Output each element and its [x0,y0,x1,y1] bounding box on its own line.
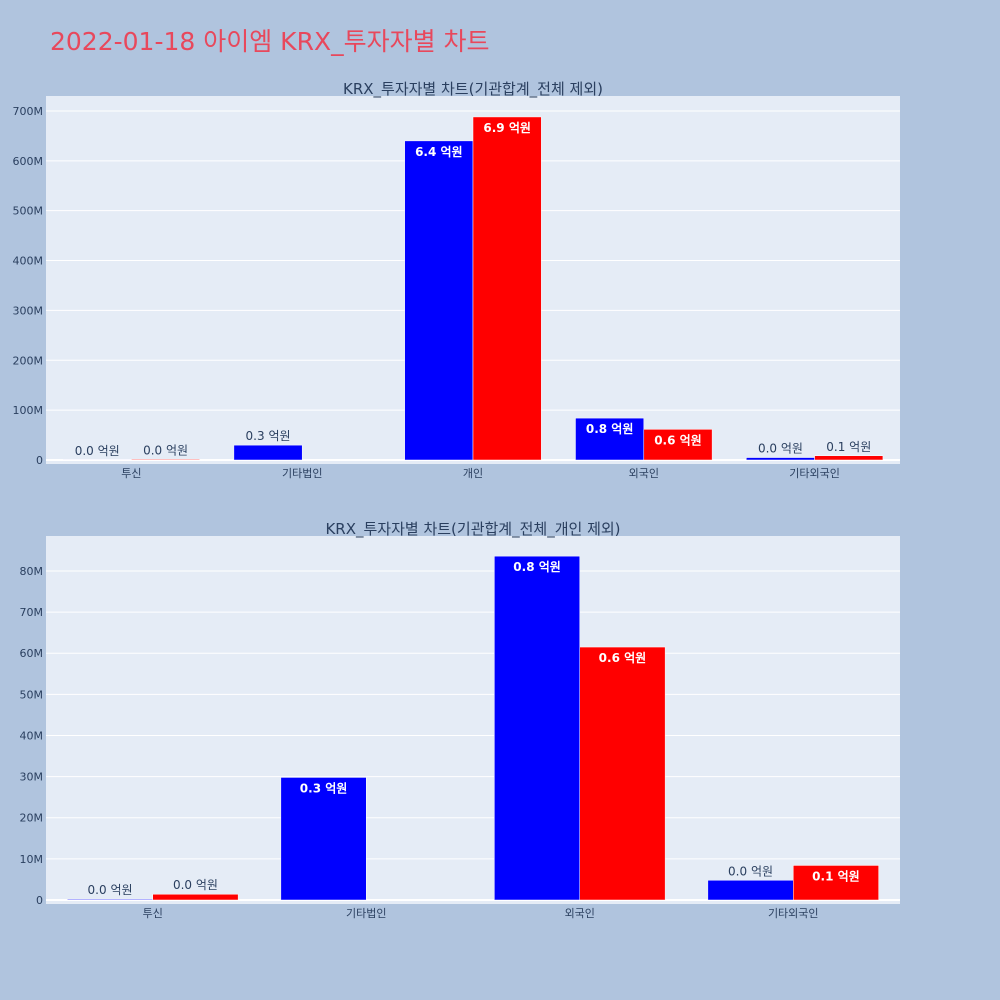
bar [814,455,884,461]
y-tick-label: 80M [20,565,44,578]
x-tick-label: 투신 [143,907,163,920]
bar [67,898,153,901]
data-label: 0.6 억원 [599,651,647,665]
bar [575,417,645,461]
data-label: 0.8 억원 [586,422,634,436]
chart-overall: 0 100M 200M 300M 400M 500M 600M 700M KRX_투자자별 차트… [13,80,900,480]
x-tick-label: 기타외국인 [789,467,840,480]
x-tick-label: 개인 [463,467,483,480]
bar [404,140,474,461]
y-tick-label: 60M [20,647,44,660]
y-tick-label: 100M [13,404,44,417]
chart-title: KRX_투자자별 차트(기관합계_전체_개인 제외) [325,520,620,539]
bar [579,646,666,901]
bar [707,880,794,901]
y-tick-label: 70M [20,606,44,619]
data-label: 0.0 억원 [143,443,188,457]
x-tick-label: 기타외국인 [768,907,819,920]
data-label: 0.1 억원 [812,869,860,883]
bar [131,459,200,461]
y-tick-label: 30M [20,771,44,784]
chart-title: KRX_투자자별 차트(기관합계_전체 제외) [343,80,603,99]
y-tick-label: 400M [13,255,44,268]
data-label: 6.4 억원 [415,145,463,159]
data-label: 0.1 억원 [826,440,871,454]
x-tick-label: 기타법인 [346,907,386,920]
y-tick-label: 600M [13,155,44,168]
y-tick-label: 700M [13,105,44,118]
y-tick-label: 0 [36,894,43,907]
bar [494,555,581,901]
data-label: 0.0 억원 [88,883,133,897]
y-tick-label: 10M [20,853,44,866]
data-label: 0.8 억원 [513,560,561,574]
data-label: 0.0 억원 [75,444,120,458]
x-tick-label: 외국인 [565,907,595,920]
bar [152,893,239,901]
y-tick-label: 20M [20,812,44,825]
y-tick-label: 40M [20,729,44,742]
bar [793,865,879,901]
page-title: 2022-01-18 아이엠 KRX_투자자별 차트 [50,27,490,56]
chart-excluding-individual: 0 10M 20M 30M 40M 50M 60M 70M 80M KRX_투자자별 차트(기관합… [20,520,900,920]
plot-area [46,536,900,904]
data-label: 0.3 억원 [246,429,291,443]
bar [280,777,367,901]
data-label: 6.9 억원 [483,121,531,135]
y-tick-label: 50M [20,688,44,701]
data-label: 0.0 억원 [758,442,803,456]
y-tick-label: 300M [13,304,44,317]
y-tick-label: 500M [13,205,44,218]
data-label: 0.0 억원 [173,878,218,892]
data-label: 0.3 억원 [300,781,348,795]
x-tick-label: 외국인 [629,467,659,480]
x-tick-label: 투신 [121,467,141,480]
data-label: 0.6 억원 [654,433,702,447]
y-tick-label: 200M [13,354,44,367]
bar [472,116,542,461]
bar [643,429,713,461]
x-tick-label: 기타법인 [282,467,322,480]
y-tick-label: 0 [36,454,43,467]
data-label: 0.0 억원 [728,864,773,878]
bar [233,444,303,461]
